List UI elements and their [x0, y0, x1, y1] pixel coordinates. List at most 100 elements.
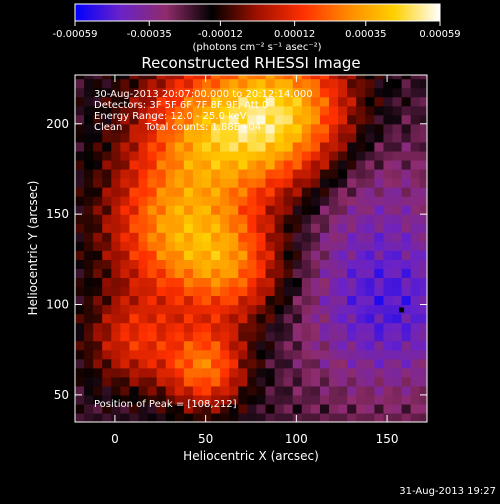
heatmap-cell	[174, 376, 185, 387]
heatmap-cell	[410, 250, 421, 260]
heatmap-cell	[111, 223, 121, 233]
heatmap-cell	[392, 349, 403, 360]
source-marker	[399, 307, 405, 313]
heatmap-cell	[274, 349, 285, 360]
heatmap-cell	[301, 295, 312, 306]
heatmap-cell	[374, 277, 385, 288]
heatmap-cell	[211, 232, 221, 242]
heatmap-cell	[220, 141, 230, 152]
heatmap-cell	[220, 214, 230, 224]
heatmap-cell	[265, 223, 276, 233]
heatmap-cell	[265, 259, 276, 269]
heatmap-cell	[102, 304, 112, 315]
heatmap-cell	[75, 241, 85, 251]
heatmap-cell	[383, 322, 394, 333]
heatmap-cell	[356, 376, 366, 387]
heatmap-cell	[274, 75, 285, 80]
heatmap-cell	[392, 367, 403, 378]
heatmap-cell	[93, 367, 103, 378]
heatmap-cell	[120, 187, 131, 197]
heatmap-cell	[319, 385, 330, 396]
heatmap-cell	[138, 105, 149, 116]
heatmap-cell	[347, 268, 357, 279]
heatmap-cell	[111, 75, 121, 80]
heatmap-cell	[274, 385, 285, 396]
heatmap-cell	[301, 96, 312, 107]
heatmap-cell	[75, 259, 85, 269]
heatmap-cell	[419, 367, 427, 378]
heatmap-cell	[256, 114, 267, 125]
heatmap-cell	[156, 295, 167, 306]
heatmap-cell	[129, 277, 140, 288]
heatmap-cell	[383, 78, 394, 89]
heatmap-cell	[410, 295, 421, 306]
heatmap-cell	[274, 340, 285, 351]
heatmap-cell	[419, 376, 427, 387]
heatmap-cell	[211, 412, 221, 422]
heatmap-cell	[347, 141, 357, 152]
heatmap-cell	[301, 304, 312, 315]
heatmap-cell	[120, 196, 131, 206]
heatmap-cell	[238, 385, 248, 396]
heatmap-cell	[138, 394, 149, 405]
heatmap-cell	[292, 132, 303, 143]
heatmap-cell	[192, 178, 203, 188]
heatmap-cell	[247, 241, 258, 251]
heatmap-cell	[292, 376, 303, 387]
heatmap-cell	[283, 187, 294, 197]
heatmap-cell	[338, 75, 348, 80]
heatmap-cell	[310, 132, 321, 143]
heatmap-cell	[93, 114, 103, 125]
heatmap-cell	[202, 376, 212, 387]
heatmap-cell	[329, 150, 339, 161]
heatmap-cell	[319, 75, 330, 80]
heatmap-cell	[220, 322, 230, 333]
heatmap-cell	[156, 187, 167, 197]
heatmap-cell	[192, 250, 203, 260]
heatmap-cell	[120, 75, 131, 80]
heatmap-cell	[292, 150, 303, 161]
heatmap-cell	[329, 259, 339, 269]
heatmap-cell	[129, 114, 140, 125]
heatmap-cell	[120, 367, 131, 378]
heatmap-cell	[401, 268, 412, 279]
heatmap-cell	[165, 304, 176, 315]
heatmap-cell	[392, 322, 403, 333]
heatmap-cell	[383, 349, 394, 360]
heatmap-cell	[238, 187, 248, 197]
heatmap-cell	[410, 75, 421, 80]
heatmap-cell	[174, 159, 185, 170]
heatmap-cell	[383, 159, 394, 170]
heatmap-cell	[401, 385, 412, 396]
heatmap-cell	[265, 96, 276, 107]
heatmap-cell	[156, 268, 167, 279]
heatmap-cell	[329, 394, 339, 405]
heatmap-cell	[347, 358, 357, 369]
heatmap-cell	[129, 159, 140, 170]
heatmap-cell	[147, 223, 158, 233]
heatmap-cell	[156, 123, 167, 134]
heatmap-cell	[401, 313, 412, 324]
heatmap-cell	[211, 331, 221, 342]
heatmap-cell	[283, 331, 294, 342]
peak-position-label: Position of Peak = [108,212]	[94, 399, 237, 410]
heatmap-cell	[338, 196, 348, 206]
heatmap-cell	[365, 277, 375, 288]
heatmap-cell	[319, 376, 330, 387]
heatmap-cell	[383, 168, 394, 179]
heatmap-cell	[102, 196, 112, 206]
x-axis: 0 50 100 150	[111, 75, 399, 446]
heatmap-cell	[165, 250, 176, 260]
annotation-block: 30-Aug-2013 20:07:00.000 to 20:12:14.000…	[94, 89, 313, 133]
heatmap-cell	[84, 196, 94, 206]
heatmap-cell	[111, 114, 121, 125]
heatmap-cell	[401, 349, 412, 360]
heatmap-cell	[192, 304, 203, 315]
heatmap-cell	[84, 304, 94, 315]
heatmap-cell	[229, 159, 239, 170]
heatmap-cell	[256, 196, 267, 206]
heatmap-cell	[419, 123, 427, 134]
heatmap-cell	[156, 105, 167, 116]
heatmap-cell	[202, 132, 212, 143]
heatmap-cell	[238, 114, 248, 125]
